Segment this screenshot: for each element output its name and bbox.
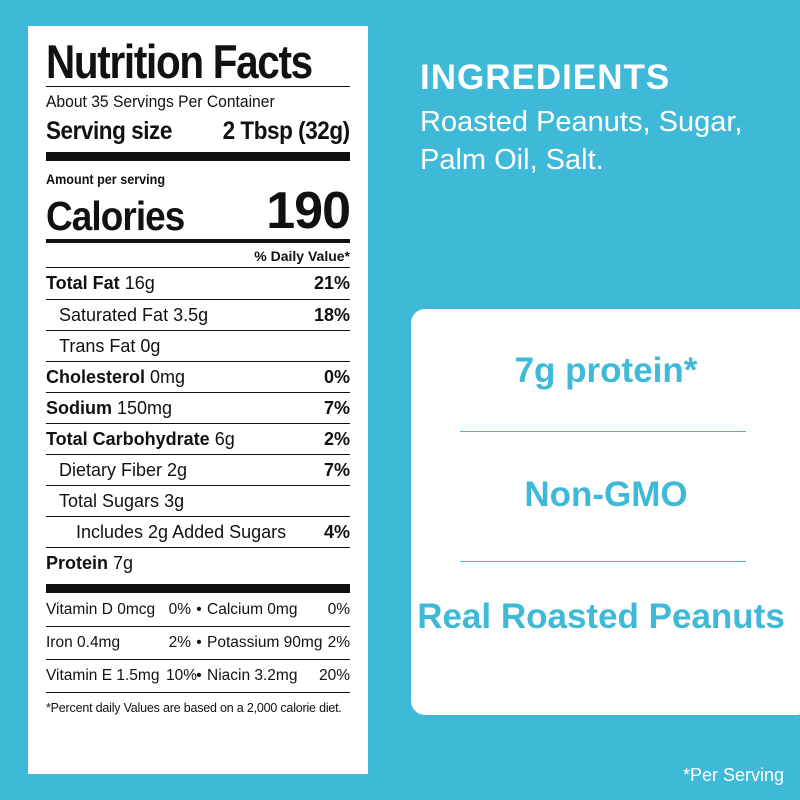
nutrient-amount: 150mg [117,397,173,418]
nutrient-name: Sodium [46,397,112,418]
daily-value-footnote: *Percent daily Values are based on a 2,0… [46,701,342,715]
vitamin-name: Iron 0.4mg [46,634,121,651]
vitamin-name: Vitamin E 1.5mg [46,667,160,684]
claim-real-roasted-peanuts: Real Roasted Peanuts [417,597,785,636]
nutrient-name: Includes 2g Added Sugars [76,521,287,542]
nutrition-facts-label: Nutrition Facts About 35 Servings Per Co… [28,26,368,774]
mineral-name: Potassium 90mg [207,634,323,651]
nutrient-name: Dietary Fiber [59,459,163,480]
nutrient-name: Saturated Fat [59,304,169,325]
nutrient-amount: 0mg [150,366,186,387]
nutrient-percent: 0% [323,366,350,387]
mineral-name: Niacin 3.2mg [207,667,298,684]
claim-non-gmo: Non-GMO [524,475,688,514]
nutrient-name: Total Fat [46,273,120,293]
calories-row: Calories 190 [46,182,351,240]
mineral-name: Calcium 0mg [207,600,298,618]
claim-protein: 7g protein* [514,351,698,390]
nutrient-row-added-sugars: Includes 2g Added Sugars 4% [46,516,350,547]
nutrient-percent: 18% [313,304,350,325]
nutrient-amount: 7g [113,552,134,573]
amount-per-serving: Amount per serving [46,171,166,187]
nutrition-facts-title: Nutrition Facts [46,35,313,88]
vitamin-row: Vitamin E 1.5mg 10% • Niacin 3.2mg 20% [46,659,350,692]
nutrient-name: Total Sugars [59,490,160,511]
nutrient-amount: 2g [167,459,188,480]
nutrient-row-total-fat: Total Fat 16g 21% [46,268,350,299]
per-serving-note: *Per Serving [682,765,784,785]
nutrient-row-dietary-fiber: Dietary Fiber 2g 7% [46,454,350,485]
nutrient-row-total-carbohydrate: Total Carbohydrate 6g 2% [46,423,350,454]
nutrient-row-saturated-fat: Saturated Fat 3.5g 18% [46,299,350,330]
nutrient-amount: 16g [124,273,155,293]
claim-divider [460,561,746,562]
serving-size-label: Serving size [46,117,172,145]
nutrient-row-cholesterol: Cholesterol 0mg 0% [46,361,350,392]
nutrient-amount: 6g [214,428,235,449]
mineral-percent: 0% [327,600,350,618]
calories-label: Calories [46,193,185,239]
claim-divider [460,431,746,432]
nutrient-name: Cholesterol [46,366,146,387]
ingredients-title: INGREDIENTS [420,58,671,97]
servings-per-container: About 35 Servings Per Container [46,92,275,111]
vitamin-row: Vitamin D 0mcg 0% • Calcium 0mg 0% [46,593,350,626]
nutrient-row-trans-fat: Trans Fat 0g [46,330,350,361]
nutrient-row-total-sugars: Total Sugars 3g [46,485,350,516]
divider [46,86,350,87]
thick-divider [46,152,350,161]
bullet-separator: • [196,667,202,684]
bullet-separator: • [196,634,202,651]
serving-size-row: Serving size 2 Tbsp (32g) [46,114,350,152]
medium-divider [46,239,350,243]
nutrient-amount: 3g [164,490,185,511]
calories-value: 190 [266,182,351,240]
nutrient-percent: 2% [323,428,350,449]
mineral-percent: 20% [318,667,350,684]
vitamin-row: Iron 0.4mg 2% • Potassium 90mg 2% [46,626,350,659]
vitamin-percent: 0% [168,600,191,618]
ingredients-text: Roasted Peanuts, Sugar, Palm Oil, Salt. [420,106,743,176]
bullet-separator: • [196,600,202,618]
thick-divider [46,584,350,593]
vitamin-name: Vitamin D 0mcg [46,600,156,618]
nutrient-percent: 7% [323,459,350,480]
nutrient-row-protein: Protein 7g [46,547,350,578]
divider [46,692,350,693]
nutrient-amount: 3.5g [173,304,209,325]
nutrient-percent: 21% [313,273,350,293]
vitamin-percent: 10% [166,667,198,684]
nutrient-percent: 4% [323,521,350,542]
divider [46,267,350,268]
daily-value-header: % Daily Value* [254,248,350,264]
nutrient-amount: 0g [140,335,161,356]
serving-size-value: 2 Tbsp (32g) [222,117,351,145]
claims-panel: 7g protein* Non-GMO Real Roasted Peanuts [411,309,800,715]
nutrient-name: Trans Fat [59,335,136,356]
nutrient-row-sodium: Sodium 150mg 7% [46,392,350,423]
vitamin-percent: 2% [168,634,191,651]
mineral-percent: 2% [327,634,350,651]
nutrient-name: Protein [46,552,109,573]
nutrient-name: Total Carbohydrate [46,428,210,449]
nutrient-percent: 7% [323,397,350,418]
